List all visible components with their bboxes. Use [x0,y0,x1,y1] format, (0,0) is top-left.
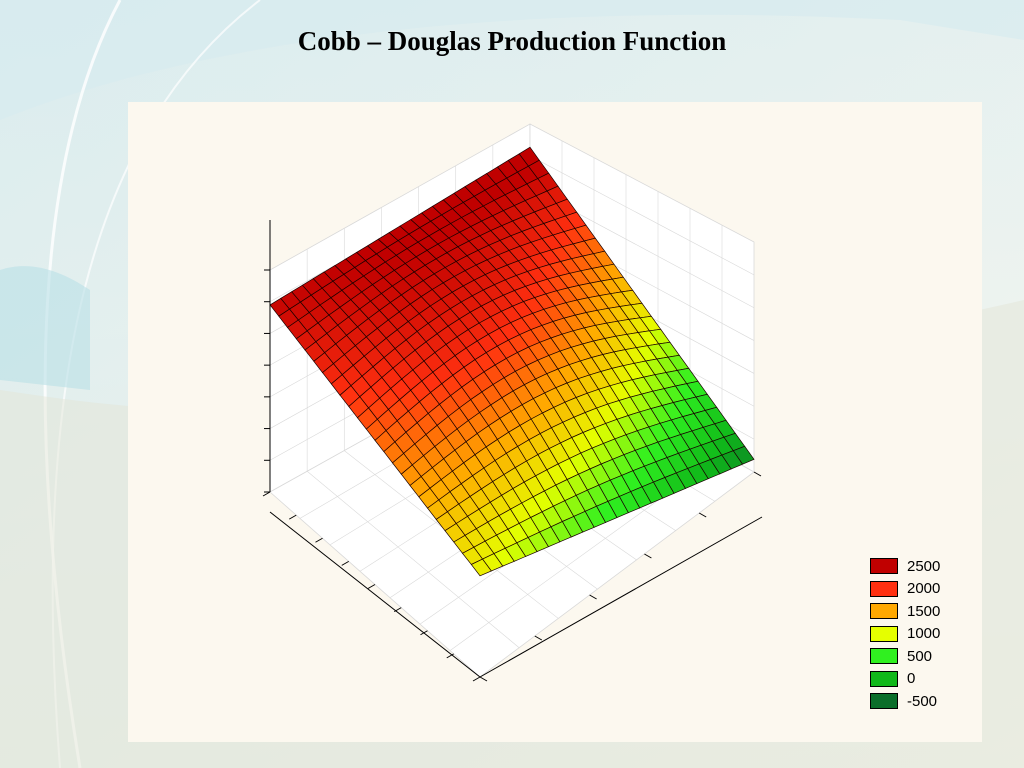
x-axis-line [269,511,481,678]
legend-item: 2000 [870,578,966,601]
y-tick [589,594,597,600]
legend-label: 0 [907,670,916,688]
slide-title: Cobb – Douglas Production Function [297,26,727,56]
y-tick [698,512,707,518]
legend-label: 2500 [907,557,941,575]
legend-swatch [870,648,898,665]
surface-mesh [269,146,755,577]
legend-swatch [870,603,898,620]
legend-swatch [870,693,898,710]
legend-label: 500 [907,647,933,665]
x-tick [367,584,376,589]
legend-label: 1500 [907,602,941,620]
axes [262,220,763,682]
legend-swatch [870,580,898,597]
legend-item: 1500 [870,600,966,623]
y-tick [534,635,543,641]
y-axis-line [479,516,763,678]
legend-item: 0 [870,668,966,691]
x-tick [289,514,297,520]
legend-label: 1000 [907,625,941,643]
legend-label: -500 [907,692,938,710]
x-tick [472,676,481,682]
y-tick [644,553,652,559]
surface-cell [732,445,755,465]
x-tick [341,560,349,566]
surface-plot [262,123,763,682]
legend-item: 1000 [870,623,966,646]
chart-panel: 2500 2000 1500 1000 500 0 -500 [128,102,982,742]
legend-item: 500 [870,645,966,668]
legend: 2500 2000 1500 1000 500 0 -500 [870,555,966,713]
y-tick [753,471,762,477]
x-tick [315,537,323,543]
legend-item: -500 [870,690,966,713]
legend-label: 2000 [907,580,941,598]
y-tick [479,676,488,682]
x-tick [262,491,271,497]
legend-swatch [870,625,898,642]
x-tick [446,653,454,659]
legend-item: 2500 [870,555,966,578]
legend-swatch [870,670,898,687]
legend-swatch [870,558,898,575]
